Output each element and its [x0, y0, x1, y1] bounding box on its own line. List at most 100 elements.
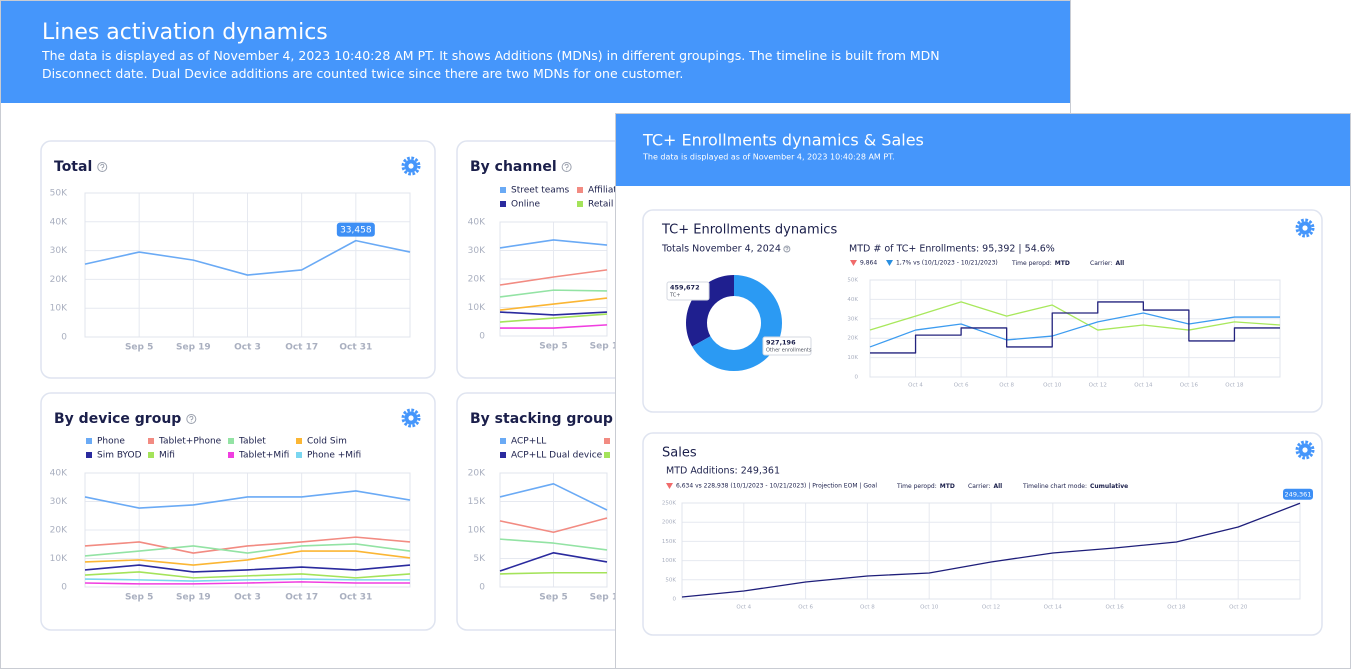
legend-label: Affiliate	[588, 186, 623, 196]
legend-swatch	[577, 187, 583, 193]
x-tick-label: Oct 4	[736, 605, 751, 611]
y-tick-label: 0	[479, 583, 485, 593]
y-tick-label: 40K	[847, 297, 858, 303]
front-panel: TC+ Enrollments dynamics & Sales The dat…	[615, 113, 1351, 669]
filter-value: All	[993, 483, 1002, 490]
series-line	[499, 313, 608, 323]
series-line	[500, 324, 608, 329]
series-line	[499, 517, 608, 534]
filter-value: MTD	[940, 483, 955, 490]
legend-label: Retail	[588, 200, 613, 210]
x-tick-label: Oct 12	[1089, 383, 1107, 389]
card-title: TC+ Enrollments dynamics	[661, 223, 837, 238]
legend-swatch	[500, 438, 506, 444]
settings-icon-hole	[408, 415, 414, 421]
legend-swatch	[86, 438, 92, 444]
value-label-box	[1283, 488, 1313, 500]
value-label-box	[336, 222, 375, 237]
legend-swatch	[228, 452, 234, 458]
filter-value: MTD	[1055, 260, 1070, 267]
plot-frame	[84, 192, 411, 338]
filter-label: Time peropd:	[896, 483, 937, 490]
series-line	[84, 490, 411, 509]
y-tick-label: 150K	[662, 539, 676, 545]
legend-label: Cold Sim	[307, 437, 347, 447]
help-icon	[97, 162, 108, 172]
x-tick-label: Oct 6	[954, 383, 969, 389]
y-tick-label: 30K	[50, 246, 68, 256]
y-tick-label: 0	[61, 583, 67, 593]
indicator-triangle	[850, 260, 857, 266]
y-tick-label: 20K	[468, 275, 486, 285]
x-tick-label: Oct 18	[1225, 383, 1244, 389]
x-tick-label: Sep 19	[590, 342, 625, 352]
series-line	[84, 536, 411, 554]
series-line	[681, 502, 1301, 598]
chart-title: MTD # of TC+ Enrollments: 95,392 | 54.6%	[849, 244, 1055, 255]
y-tick-label: 10K	[468, 526, 486, 536]
x-tick-label: Oct 14	[1134, 383, 1153, 389]
y-tick-label: 50K	[665, 577, 676, 583]
y-tick-label: 5K	[473, 554, 486, 564]
legend-swatch	[148, 438, 154, 444]
donut-segment	[692, 275, 782, 372]
filter: Carrier: All	[1090, 260, 1124, 267]
filter-value: Cumulative	[1090, 483, 1128, 490]
series-line	[499, 311, 608, 316]
series-line	[499, 571, 607, 575]
x-tick-label: Oct 17	[285, 343, 318, 353]
panel-subtitle: The data is displayed as of November 4, …	[642, 153, 895, 162]
series-line	[499, 269, 608, 286]
x-tick-label: Oct 10	[1043, 383, 1062, 389]
y-tick-label: 200K	[662, 520, 676, 526]
settings-icon-hole	[1302, 225, 1308, 231]
indicator-triangle	[666, 483, 673, 489]
legend-label: ACP+LL Dual device	[511, 451, 603, 461]
filter: Timeline chart mode: Cumulative	[1022, 483, 1128, 490]
y-tick-label: 10K	[50, 554, 68, 564]
card-title: By channel	[470, 159, 557, 175]
x-tick-label: Oct 16	[1105, 605, 1124, 611]
plot-frame	[681, 502, 1301, 600]
series-line	[499, 552, 608, 572]
indicator-text: 1,7% vs (10/1/2023 - 10/21/2023)	[896, 260, 998, 267]
help-icon-glyph	[564, 163, 569, 171]
legend-label: ACP+LL	[511, 437, 546, 447]
legend-label: Tablet+Mifi	[238, 451, 289, 461]
donut-value-label: 927,196	[766, 339, 796, 347]
settings-icon	[1295, 218, 1315, 238]
x-tick-label: Oct 8	[999, 383, 1014, 389]
y-tick-label: 0	[855, 375, 859, 381]
x-tick-label: Oct 6	[798, 605, 813, 611]
y-tick-label: 10K	[468, 303, 486, 313]
x-tick-label: Oct 12	[982, 605, 1000, 611]
y-tick-label: 0	[61, 333, 67, 343]
card	[642, 432, 1323, 636]
legend-label: Mifi	[159, 451, 175, 461]
filter: Time peropd: MTD	[896, 483, 955, 490]
legend-label: Phone	[97, 437, 125, 447]
x-tick-label: Sep 19	[176, 593, 211, 603]
legend-swatch	[500, 201, 506, 207]
series-line	[84, 581, 410, 585]
x-tick-label: Sep 5	[539, 342, 567, 352]
legend-label: Street teams	[511, 186, 570, 196]
legend-swatch	[228, 438, 234, 444]
panel-title: Lines activation dynamics	[42, 20, 328, 45]
filter-label: Carrier:	[1090, 260, 1112, 267]
y-tick-label: 30K	[847, 316, 858, 322]
legend-label: Online	[511, 200, 540, 210]
legend-swatch	[500, 452, 506, 458]
indicator-text: 9,864	[860, 260, 877, 267]
series-line	[499, 483, 608, 511]
x-tick-label: Oct 14	[1044, 605, 1063, 611]
x-tick-label: Sep 5	[125, 343, 153, 353]
x-tick-label: Sep 19	[176, 343, 211, 353]
y-tick-label: 30K	[50, 497, 68, 507]
y-tick-label: 30K	[468, 246, 486, 256]
legend-label: Tablet	[238, 437, 266, 447]
plot-frame	[499, 221, 608, 337]
y-tick-label: 50K	[847, 278, 858, 284]
filter: Time peropd: MTD	[1011, 260, 1070, 267]
y-tick-label: 250K	[662, 501, 676, 507]
